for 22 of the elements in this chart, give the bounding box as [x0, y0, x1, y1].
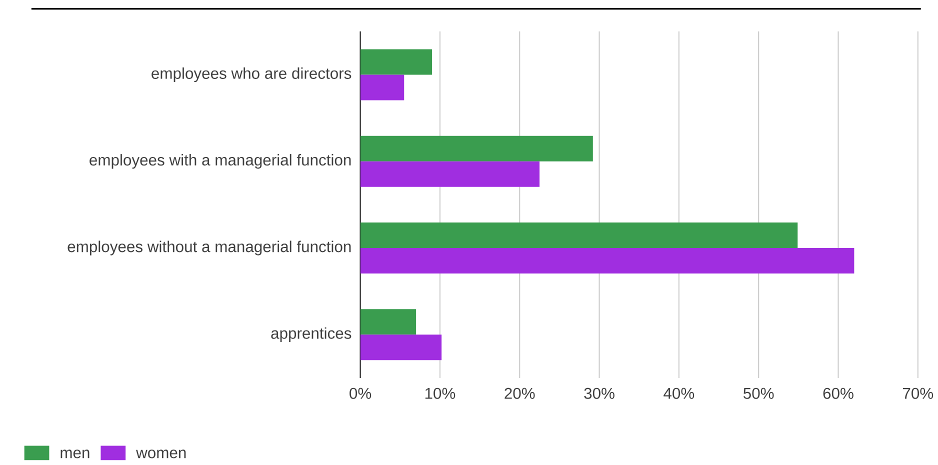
x-tick-label: 20% — [504, 388, 535, 399]
legend-label: women — [136, 450, 186, 458]
bar — [360, 74, 404, 100]
x-tick-label: 10% — [425, 388, 456, 399]
bar — [360, 334, 442, 360]
x-tick-label: 40% — [664, 388, 694, 399]
x-tick-label: 70% — [902, 388, 934, 399]
x-tick-label: 0% — [350, 388, 372, 399]
bar — [360, 161, 540, 187]
y-tick-label: employees who are directors — [152, 67, 352, 82]
legend-label: men — [60, 450, 90, 458]
bar — [360, 222, 798, 248]
y-tick-label: employees with a managerial function — [90, 154, 351, 169]
y-tick-label: apprentices — [271, 327, 352, 342]
bar — [360, 248, 854, 274]
x-tick-label: 50% — [744, 388, 774, 399]
y-tick-label: employees without a managerial function — [68, 240, 351, 256]
x-tick-label: 60% — [823, 388, 854, 399]
bar — [360, 49, 432, 75]
bar — [360, 308, 416, 334]
bar — [360, 136, 593, 162]
x-tick-label: 30% — [584, 388, 614, 399]
